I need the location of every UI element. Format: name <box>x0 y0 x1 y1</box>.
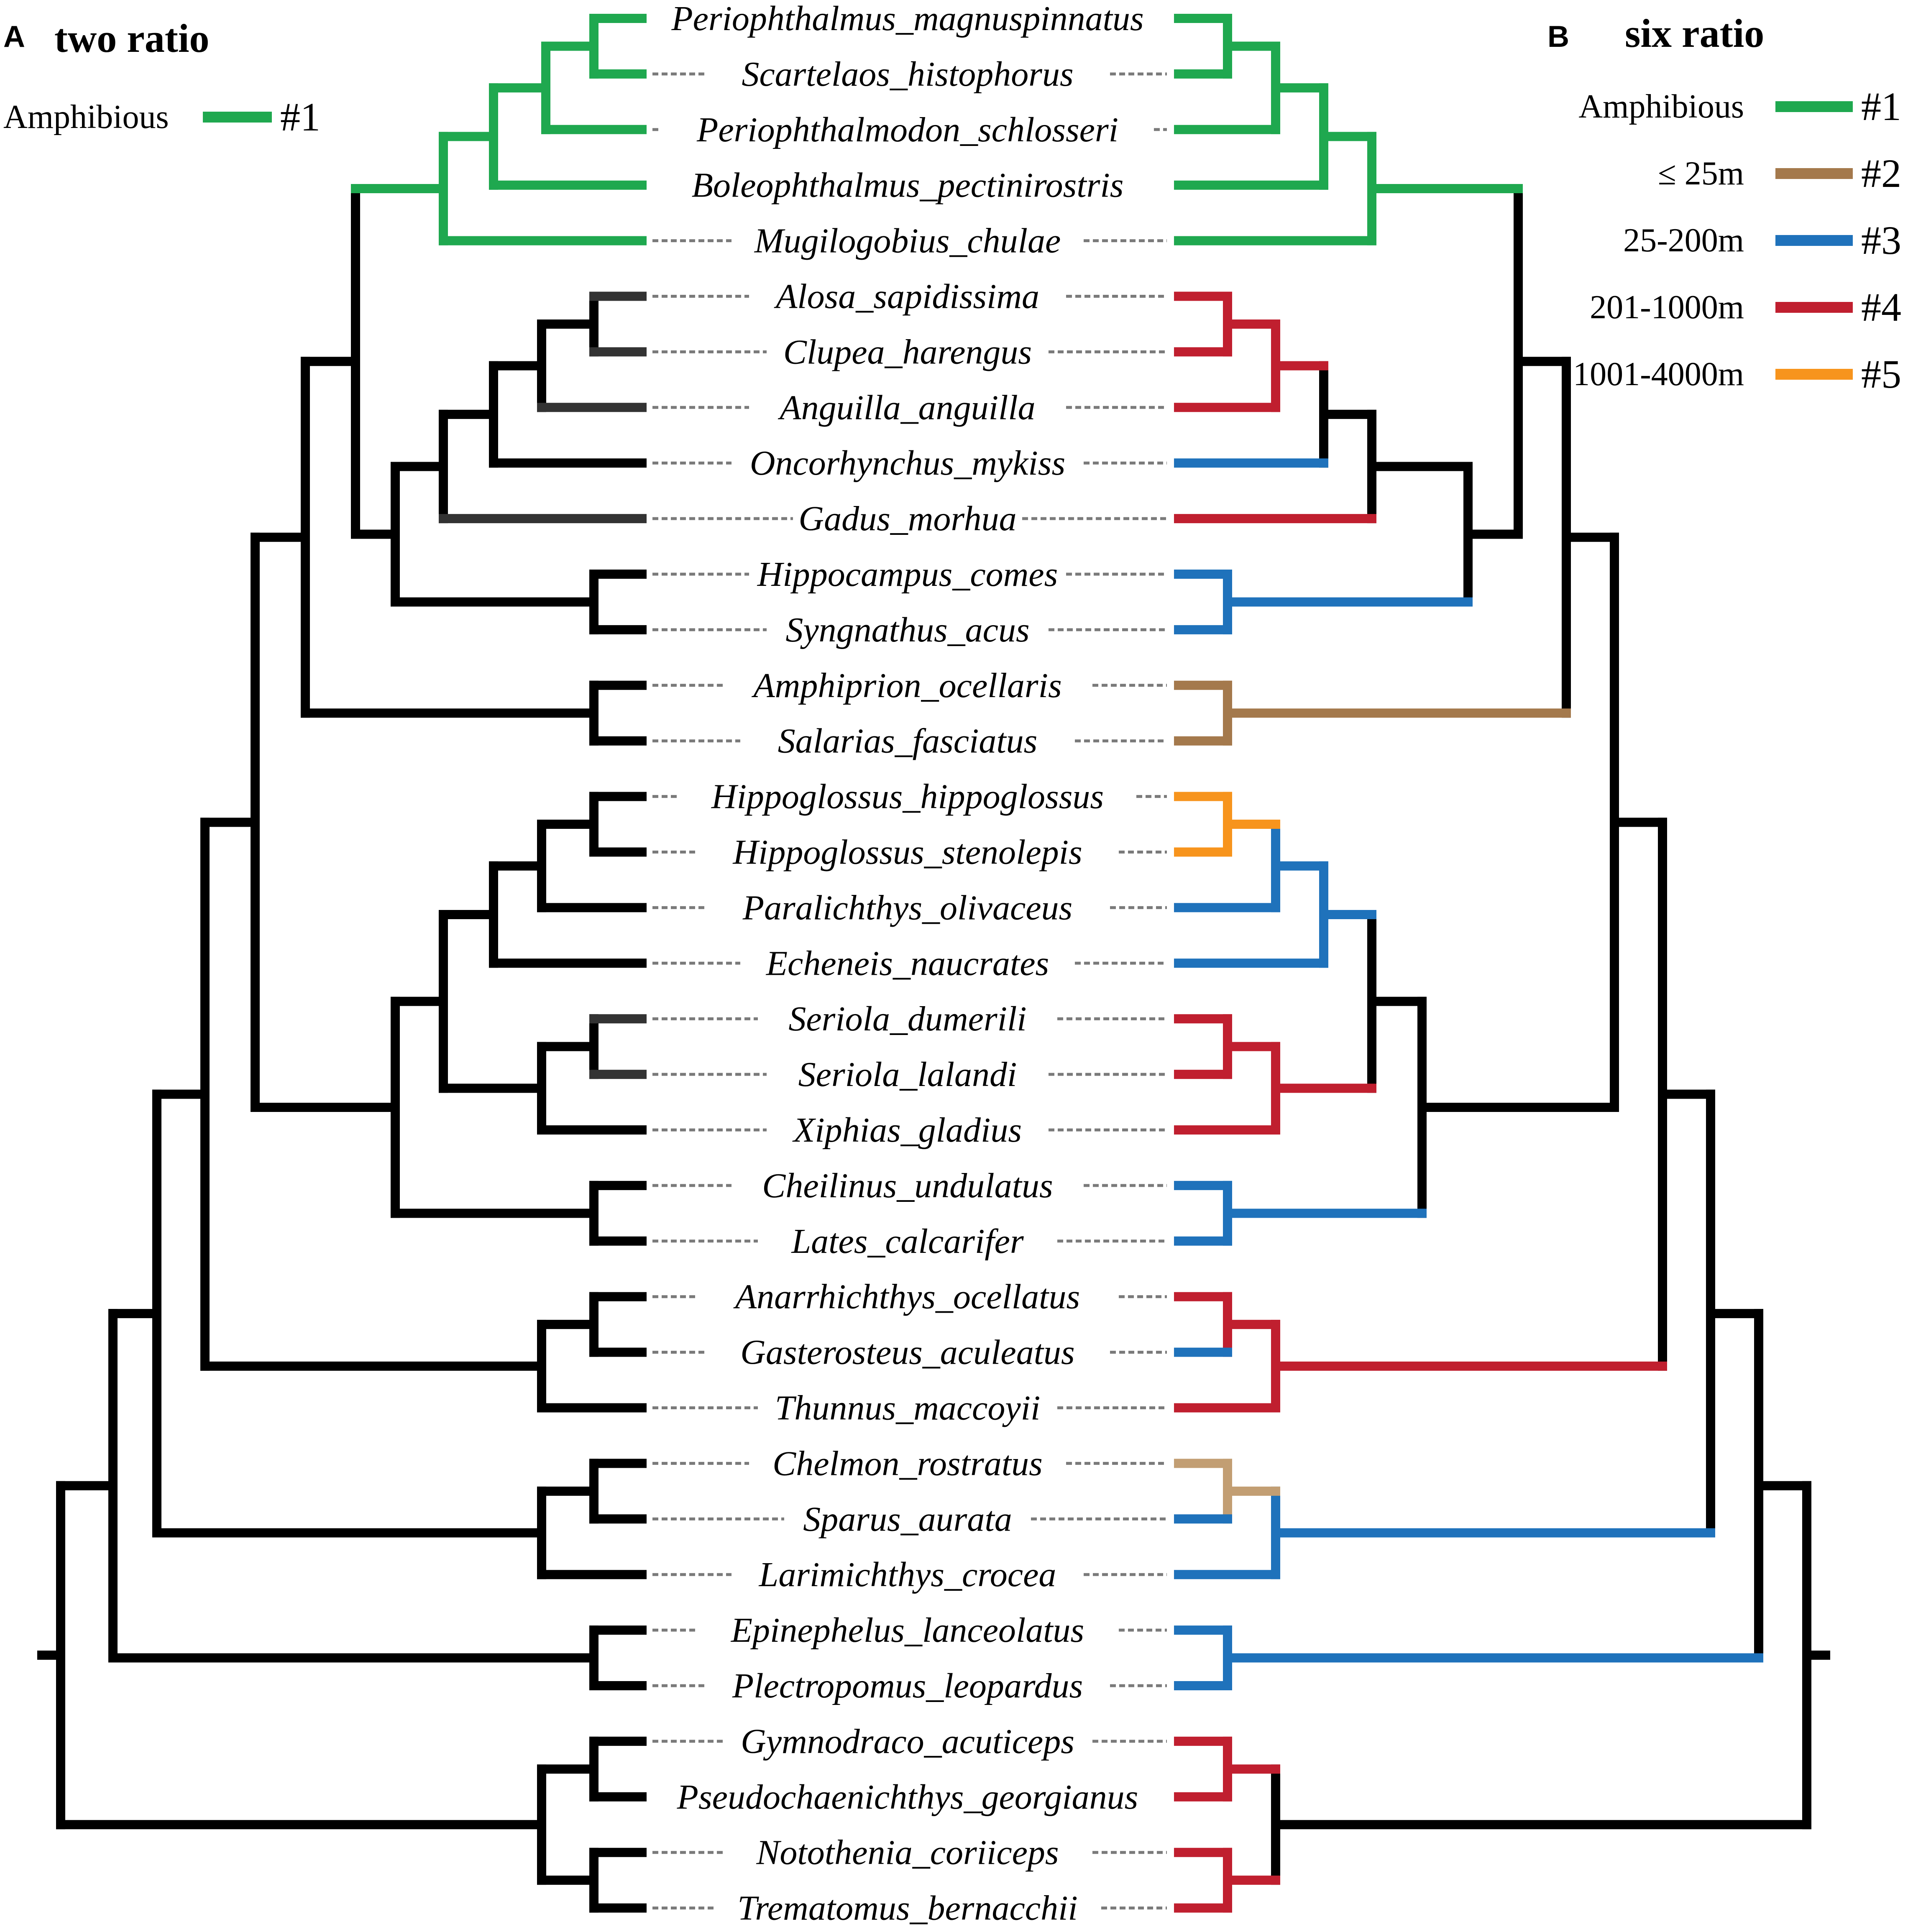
tree-b-six-ratio <box>1174 14 1830 1913</box>
panel-a-letter: A <box>3 20 25 54</box>
species-label: Plectropomus_leopardus <box>732 1666 1083 1705</box>
legend-item: ≤ 25m #2 <box>1658 151 1901 196</box>
species-label: Trematomus_bernacchii <box>737 1889 1078 1928</box>
species-label: Periophthalmus_magnuspinnatus <box>671 0 1143 38</box>
panel-a-title: two ratio <box>54 16 210 61</box>
species-label: Cheilinus_undulatus <box>762 1166 1053 1205</box>
panel-a-header: A two ratio <box>3 16 210 61</box>
species-label: Gasterosteus_aculeatus <box>740 1333 1074 1372</box>
species-label: Xiphias_gladius <box>792 1111 1022 1150</box>
species-label: Boleophthalmus_pectinirostris <box>692 166 1124 205</box>
tree-a-two-ratio <box>37 14 647 1913</box>
legend-number: #3 <box>1861 218 1901 263</box>
species-label: Gadus_morhua <box>798 499 1016 538</box>
legend-item: 1001-4000m #5 <box>1573 352 1901 396</box>
panel-b-letter: B <box>1547 20 1569 54</box>
legend-label: 201-1000m <box>1590 289 1744 326</box>
species-labels: Periophthalmus_magnuspinnatus Scartelaos_… <box>671 0 1143 1928</box>
species-label: Gymnodraco_acuticeps <box>741 1722 1074 1761</box>
legend-item: 201-1000m #4 <box>1590 285 1901 330</box>
legend-item: 25-200m #3 <box>1623 218 1901 263</box>
species-label: Mugilogobius_chulae <box>754 222 1061 261</box>
species-label: Hippocampus_comes <box>757 555 1058 594</box>
legend-number: #2 <box>1861 151 1901 196</box>
legend-label: 25-200m <box>1623 222 1744 259</box>
species-label: Seriola_lalandi <box>798 1055 1017 1094</box>
legend-label: ≤ 25m <box>1658 155 1744 192</box>
legend-label: 1001-4000m <box>1573 356 1744 393</box>
species-label: Syngnathus_acus <box>785 611 1029 649</box>
species-label: Seriola_dumerili <box>788 999 1026 1038</box>
legend-a: Amphibious #1 <box>3 95 320 139</box>
legend-b: Amphibious #1 ≤ 25m #2 25-200m #3 201-1000m #4 1… <box>1573 84 1901 396</box>
species-label: Oncorhynchus_mykiss <box>750 444 1065 483</box>
legend-number: #5 <box>1861 352 1901 396</box>
legend-number: #4 <box>1861 285 1901 330</box>
species-label: Sparus_aurata <box>803 1500 1012 1538</box>
panel-b-title: six ratio <box>1625 11 1764 56</box>
species-label: Clupea_harengus <box>783 332 1032 371</box>
legend-item: Amphibious #1 <box>3 95 320 139</box>
species-label: Notothenia_coriiceps <box>756 1833 1059 1872</box>
species-label: Amphiprion_ocellaris <box>751 666 1061 705</box>
species-label: Alosa_sapidissima <box>774 277 1039 316</box>
species-label: Hippoglossus_stenolepis <box>732 833 1082 872</box>
legend-number: #1 <box>280 95 320 139</box>
species-label: Paralichthys_olivaceus <box>742 888 1072 927</box>
species-label: Pseudochaenichthys_georgianus <box>677 1778 1138 1817</box>
species-label: Anguilla_anguilla <box>778 388 1035 427</box>
species-label: Lates_calcarifer <box>791 1222 1024 1261</box>
species-label: Hippoglossus_hippoglossus <box>711 777 1104 816</box>
species-label: Larimichthys_crocea <box>759 1555 1056 1594</box>
leader-lines <box>652 72 1167 1910</box>
species-label: Echeneis_naucrates <box>766 944 1049 983</box>
legend-number: #1 <box>1861 84 1901 129</box>
species-label: Periophthalmodon_schlosseri <box>696 110 1118 149</box>
legend-label: Amphibious <box>3 99 169 135</box>
species-label: Salarias_fasciatus <box>778 722 1038 761</box>
species-label: Thunnus_maccoyii <box>775 1389 1041 1428</box>
species-label: Anarrhichthys_ocellatus <box>733 1278 1080 1316</box>
legend-label: Amphibious <box>1578 88 1744 125</box>
species-label: Chelmon_rostratus <box>772 1444 1043 1483</box>
species-label: Epinephelus_lanceolatus <box>731 1611 1084 1650</box>
species-label: Scartelaos_histophorus <box>742 55 1073 94</box>
panel-b-header: B six ratio <box>1547 11 1764 56</box>
legend-item: Amphibious #1 <box>1578 84 1901 129</box>
